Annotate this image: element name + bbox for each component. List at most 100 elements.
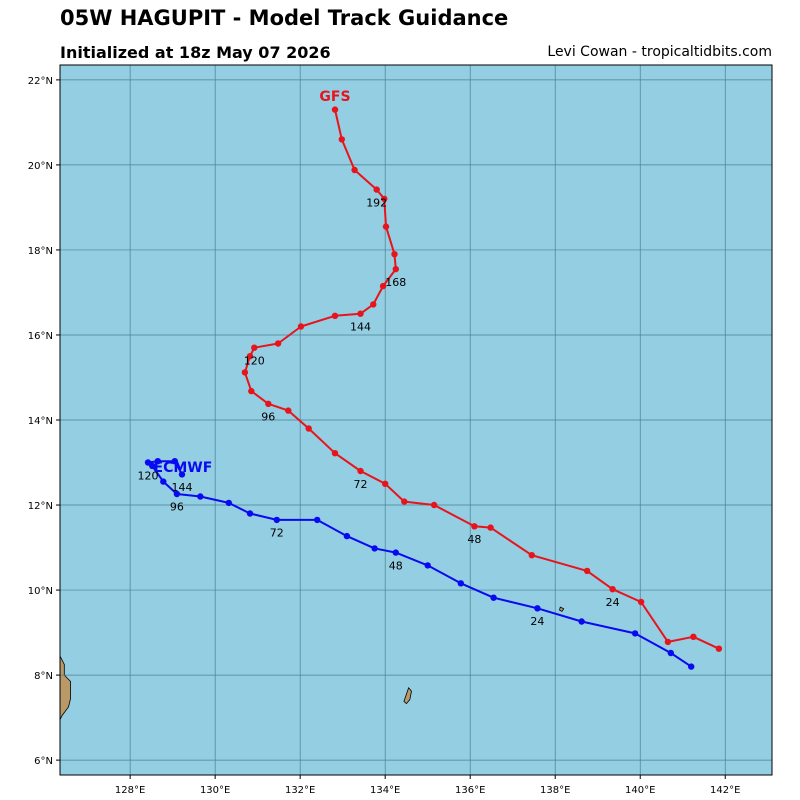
ecmwf-track-point[interactable] — [154, 458, 161, 465]
gfs-track-point[interactable] — [391, 251, 398, 258]
gfs-track-point[interactable] — [251, 344, 258, 351]
x-tick-label: 134°E — [370, 785, 400, 796]
gfs-track-point[interactable] — [357, 467, 364, 475]
ecmwf-track-point[interactable] — [178, 471, 186, 478]
y-tick-label: 16°N — [28, 331, 53, 342]
ecmwf-track-point[interactable] — [457, 580, 464, 587]
gfs-hour-label: 72 — [354, 478, 368, 491]
gfs-track-point[interactable] — [285, 407, 292, 414]
gfs-track-point[interactable] — [338, 136, 345, 143]
ecmwf-track-point[interactable] — [273, 516, 280, 524]
ecmwf-track-point[interactable] — [343, 532, 351, 540]
gfs-track-point[interactable] — [664, 638, 672, 646]
ecmwf-track-point[interactable] — [490, 594, 497, 601]
y-tick-label: 18°N — [28, 246, 53, 257]
x-tick-label: 140°E — [625, 785, 655, 796]
gfs-hour-label: 48 — [467, 533, 481, 546]
x-tick-label: 138°E — [540, 785, 570, 796]
gfs-track-point[interactable] — [430, 501, 438, 509]
gfs-track-point[interactable] — [715, 645, 723, 652]
ecmwf-track-point[interactable] — [173, 490, 181, 498]
y-tick-label: 12°N — [28, 501, 53, 512]
y-tick-label: 6°N — [34, 756, 53, 767]
ecmwf-hour-label: 24 — [530, 615, 544, 628]
gfs-track-point[interactable] — [241, 369, 249, 376]
ecmwf-track-point[interactable] — [578, 618, 585, 625]
gfs-track-point[interactable] — [583, 567, 591, 575]
ecmwf-hour-label: 48 — [389, 559, 403, 572]
gfs-track-point[interactable] — [373, 186, 380, 193]
gfs-track-point[interactable] — [528, 552, 535, 559]
track-ecmwf: 24 48 72 96 120 144 ECMWF — [138, 458, 695, 670]
ecmwf-track-point[interactable] — [534, 605, 541, 612]
gfs-model-label: GFS — [319, 89, 350, 105]
x-tick-label: 130°E — [200, 785, 230, 796]
track-gfs: 24 48 72 96 120 144 168 192 GFS — [241, 89, 723, 652]
gfs-hour-label: 144 — [350, 321, 371, 334]
gfs-hour-label: 24 — [606, 596, 620, 609]
credit-label: Levi Cowan - tropicaltidbits.com — [547, 44, 772, 60]
ecmwf-track-point[interactable] — [631, 630, 639, 637]
gfs-track-point[interactable] — [379, 282, 387, 290]
ecmwf-track-point[interactable] — [144, 459, 152, 466]
gfs-track-point[interactable] — [381, 195, 388, 203]
x-tick-label: 132°E — [285, 785, 315, 796]
land-layer — [60, 606, 565, 720]
y-tick-label: 8°N — [34, 671, 53, 682]
model-tracks: 24 48 72 96 120 144 168 192 GFS 24 48 72 96 120 144 ECM… — [138, 89, 723, 670]
gfs-track-point[interactable] — [297, 323, 305, 330]
gfs-hour-label: 168 — [385, 276, 406, 289]
page-title: 05W HAGUPIT - Model Track Guidance — [60, 6, 509, 30]
ecmwf-track-point[interactable] — [688, 663, 695, 670]
ecmwf-track-point[interactable] — [246, 510, 254, 517]
west-landmass — [60, 655, 71, 720]
gfs-track-point[interactable] — [331, 450, 339, 457]
gfs-hour-label: 120 — [244, 355, 265, 368]
gfs-track-point[interactable] — [690, 633, 697, 640]
ecmwf-track-point[interactable] — [371, 545, 378, 552]
ecmwf-hour-label: 72 — [270, 527, 284, 540]
gfs-track-point[interactable] — [382, 480, 389, 487]
gfs-track-point[interactable] — [351, 166, 358, 174]
gfs-track-point[interactable] — [370, 301, 377, 308]
ecmwf-track-point[interactable] — [171, 458, 178, 465]
ecmwf-track-point[interactable] — [197, 493, 204, 500]
gfs-track-point[interactable] — [274, 340, 282, 347]
axis-ticks: 128°E 130°E 132°E 134°E 136°E 138°E 140°E 142°E… — [28, 76, 741, 796]
ecmwf-track-point[interactable] — [392, 549, 399, 556]
gfs-track-point[interactable] — [331, 106, 339, 113]
y-tick-label: 20°N — [28, 161, 53, 172]
gfs-track-point[interactable] — [392, 265, 399, 273]
y-tick-label: 22°N — [28, 76, 53, 87]
gfs-track-point[interactable] — [471, 523, 478, 530]
gfs-track-point[interactable] — [246, 353, 254, 360]
gfs-track-point[interactable] — [248, 387, 255, 395]
island-south — [403, 687, 412, 705]
y-tick-label: 10°N — [28, 586, 53, 597]
gfs-track-point[interactable] — [609, 586, 616, 593]
ecmwf-track-point[interactable] — [160, 478, 167, 485]
grid-lines — [60, 65, 772, 775]
init-time-subtitle: Initialized at 18z May 07 2026 — [60, 43, 331, 62]
gfs-hour-label: 192 — [366, 196, 387, 209]
ecmwf-track-point[interactable] — [667, 649, 674, 657]
gfs-track-point[interactable] — [305, 425, 312, 432]
gfs-hour-label: 96 — [261, 411, 275, 424]
gfs-track-point[interactable] — [382, 223, 390, 230]
gfs-track-point[interactable] — [487, 524, 494, 531]
ecmwf-track-point[interactable] — [225, 499, 232, 507]
ecmwf-hour-label: 144 — [172, 481, 193, 494]
gfs-track-point[interactable] — [331, 312, 339, 319]
ecmwf-track-point[interactable] — [424, 562, 431, 569]
gfs-track-point[interactable] — [401, 498, 408, 505]
gfs-track-point[interactable] — [265, 400, 272, 407]
gfs-track-point[interactable] — [637, 598, 645, 606]
x-tick-label: 128°E — [115, 785, 145, 796]
y-tick-label: 14°N — [28, 416, 53, 427]
x-tick-label: 136°E — [455, 785, 485, 796]
x-tick-label: 142°E — [710, 785, 740, 796]
ecmwf-track-point[interactable] — [314, 516, 321, 524]
gfs-track-point[interactable] — [357, 310, 364, 317]
ecmwf-hour-label: 96 — [170, 501, 184, 514]
